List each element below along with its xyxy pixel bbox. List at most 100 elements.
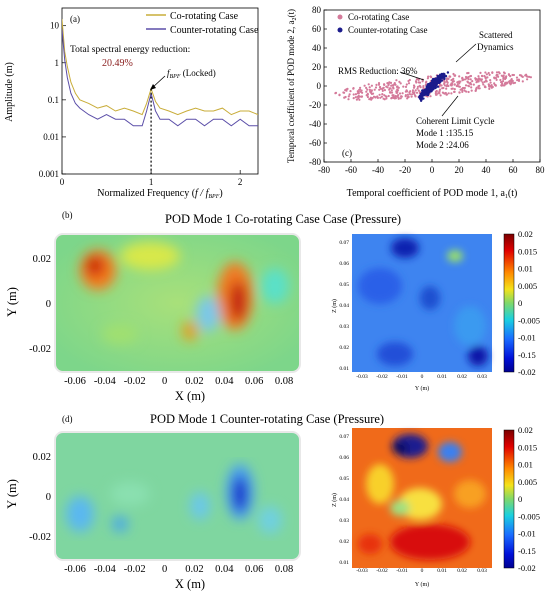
side-y-tick-label: 0.05 <box>339 476 349 482</box>
scatter-point-co <box>484 86 487 89</box>
scatter-point-counter <box>444 74 448 78</box>
y-tick-label: 80 <box>312 5 322 15</box>
scatter-point-co <box>503 72 506 75</box>
y-tick-label: 10 <box>50 21 60 31</box>
scatter-point-co <box>452 80 455 83</box>
scatter-point-co <box>467 85 471 88</box>
mode1-co-y-ticks: 0.02 0 -0.02 <box>29 254 51 355</box>
scatter-point-co <box>505 81 508 85</box>
colorbar-tick-label: 0.015 <box>518 246 537 256</box>
scatter-point-co <box>346 87 349 90</box>
scatter-point-co <box>458 75 461 78</box>
scatter-point-co <box>415 91 419 94</box>
scatter-point-co <box>502 74 505 77</box>
scatter-point-co <box>370 92 373 95</box>
rms-arrow <box>399 71 425 81</box>
x-tick-label: -60 <box>345 165 357 175</box>
scatter-point-co <box>439 94 442 97</box>
x-tick-label: -40 <box>372 165 384 175</box>
scatter-point-co <box>342 91 345 94</box>
scatter-point-co <box>392 87 395 90</box>
side-y-tick-label: 0.06 <box>339 261 349 267</box>
mode1-co-colorbar <box>503 233 515 373</box>
scatter-point-co <box>408 78 411 82</box>
scatter-point-co <box>359 86 362 89</box>
x-tick-label: 60 <box>509 165 519 175</box>
scatter-point-co <box>378 86 382 89</box>
scatter-point-co <box>349 90 352 93</box>
rms-reduction-label: RMS Reduction: 36% <box>338 66 418 76</box>
scatter-point-co <box>360 95 363 98</box>
scatter-point-co <box>445 93 448 96</box>
scatter-point-co <box>398 80 401 83</box>
scatter-point-counter <box>443 76 446 80</box>
scatter-point-co <box>382 97 385 100</box>
scatter-point-co <box>387 83 390 86</box>
scatter-point-co <box>488 87 491 90</box>
scatter-point-co <box>366 95 369 99</box>
scatter-point-counter <box>433 84 436 87</box>
scatter-point-co <box>470 86 473 89</box>
scatter-point-co <box>393 97 396 100</box>
scatter-point-co <box>500 84 503 87</box>
scatter-point-co <box>389 91 392 94</box>
side-y-tick-label: 0.04 <box>339 497 349 503</box>
scatter-point-co <box>470 89 473 92</box>
scatter-point-co <box>489 85 492 88</box>
scatter-point-co <box>495 71 499 74</box>
scatter-point-co <box>453 83 456 86</box>
scatter-point-co <box>366 88 369 91</box>
scatter-point-co <box>422 85 425 88</box>
scatter-point-co <box>379 96 382 99</box>
x-tick-label: 2 <box>238 177 243 187</box>
scatter-point-co <box>457 80 460 83</box>
mode1-co-side-x-ticks: -0.03 -0.02 -0.01 0 0.01 0.02 0.03 <box>356 374 487 380</box>
scatter-point-counter <box>439 80 442 84</box>
side-y-tick-label: 0.05 <box>339 282 349 288</box>
scatter-point-co <box>357 90 360 93</box>
scatter-point-co <box>458 91 461 94</box>
locked-arrow-head <box>150 84 156 90</box>
side-x-tick-label: -0.01 <box>396 374 408 380</box>
side-x-tick-label: 0.03 <box>477 568 487 574</box>
mode1-counter-side-view <box>352 428 492 568</box>
scatter-point-counter <box>418 97 422 100</box>
colorbar-tick-label: 0.01 <box>518 460 533 470</box>
x-tick-label: 0.08 <box>275 376 293 387</box>
side-x-tick-label: 0.01 <box>437 568 447 574</box>
y-tick-label: 0.02 <box>33 254 51 265</box>
scatter-point-co <box>377 83 381 86</box>
side-y-tick-label: 0.01 <box>339 366 349 372</box>
scatter-point-co <box>509 79 513 82</box>
scatter-point-co <box>484 77 487 80</box>
scatter-point-counter <box>423 89 427 92</box>
scatter-point-co <box>474 89 477 92</box>
scatter-point-co <box>406 97 409 100</box>
scatter-point-counter <box>431 83 434 86</box>
scatter-point-co <box>450 87 453 90</box>
scatter-point-co <box>390 89 393 92</box>
scatter-point-co <box>445 77 449 80</box>
scatter-point-counter <box>427 85 430 88</box>
scatter-point-co <box>363 84 366 87</box>
y-tick-label: 0 <box>317 81 322 91</box>
scatter-point-co <box>477 75 480 78</box>
scatter-point-co <box>465 90 468 93</box>
scatter-point-co <box>504 76 507 79</box>
scatter-point-co <box>511 73 514 77</box>
scatter-point-co <box>379 87 382 90</box>
phase-y-ticks: 80 60 40 20 0 -20 -40 -60 -80 <box>309 5 327 167</box>
scatter-point-co <box>461 79 464 82</box>
scatter-point-co <box>365 86 368 89</box>
mode1-counter-field: -0.06 -0.04 -0.02 0 0.02 0.04 0.06 0.08 0.020-0… <box>5 425 540 591</box>
scatter-point-co <box>481 75 484 78</box>
mode1-co-x-ticks: -0.06 -0.04 -0.02 0 0.02 0.04 0.06 0.08 <box>64 376 293 387</box>
scatter-point-co <box>450 92 453 95</box>
colorbar-tick-label: -0.02 <box>518 563 536 573</box>
scatter-point-co <box>424 81 428 84</box>
scatter-point-co <box>427 75 430 78</box>
scatter-point-co <box>449 75 452 78</box>
scatter-point-co <box>405 83 408 86</box>
scatter-point-co <box>429 95 432 98</box>
scattered-label-line2: Dynamics <box>477 42 514 52</box>
